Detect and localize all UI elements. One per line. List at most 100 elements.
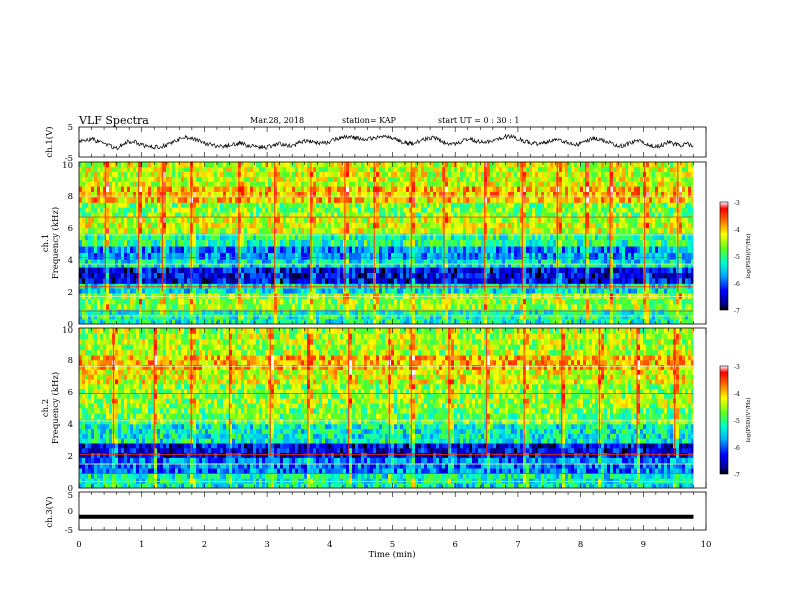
spectrogram-cell: [394, 278, 398, 284]
spectrogram-cell: [508, 304, 512, 310]
spectrogram-cell: [361, 309, 365, 315]
spectrogram-cell: [184, 166, 188, 173]
spectrogram-cell: [334, 181, 338, 187]
spectrogram-cell: [463, 197, 467, 203]
spectrogram-cell: [433, 171, 437, 177]
spectrogram-cell: [106, 288, 110, 294]
spectrogram-cell: [220, 181, 224, 187]
spectrogram-cell: [109, 239, 113, 247]
spectrogram-cell: [304, 319, 308, 325]
spectrogram-cell: [172, 298, 176, 305]
spectrogram-cell: [112, 207, 116, 213]
spectrogram-cell: [496, 222, 500, 229]
spectrogram-cell: [472, 319, 476, 325]
spectrogram-cell: [478, 176, 482, 182]
spectrogram-cell: [85, 176, 89, 182]
spectrogram-cell: [553, 288, 557, 294]
spectrogram-cell: [487, 283, 491, 289]
spectrogram-cell: [454, 186, 458, 192]
spectrogram-cell: [418, 233, 422, 241]
spectrogram-cell: [448, 202, 452, 208]
spectrogram-cell: [295, 202, 299, 208]
spectrogram-cell: [334, 227, 338, 234]
spectrogram-cell: [280, 319, 284, 325]
spectrogram-cell: [244, 319, 248, 325]
spectrogram-cell: [481, 272, 485, 279]
spectrogram-cell: [124, 298, 128, 305]
spectrogram-cell: [325, 217, 329, 223]
spectrogram-cell: [130, 166, 134, 173]
spectrogram-cell: [505, 288, 509, 294]
spectrogram-cell: [280, 246, 284, 254]
spectrogram-cell: [373, 298, 377, 305]
spectrogram-cell: [346, 259, 350, 264]
spectrogram-cell: [88, 212, 92, 218]
spectrogram-cell: [112, 263, 116, 268]
spectrogram-cell: [100, 197, 104, 203]
spectrogram-cell: [127, 227, 131, 234]
spectrogram-cell: [412, 181, 416, 187]
spectrogram-cell: [145, 202, 149, 208]
spectrogram-cell: [412, 309, 416, 315]
spectrogram-cell: [118, 166, 122, 173]
spectrogram-cell: [334, 272, 338, 279]
spectrogram-cell: [151, 278, 155, 284]
spectrogram-cell: [214, 263, 218, 268]
spectrogram-cell: [433, 162, 437, 168]
spectrogram-cell: [79, 263, 83, 268]
spectrogram-cell: [394, 207, 398, 213]
spectrogram-cell: [541, 272, 545, 279]
spectrogram-cell: [529, 278, 533, 284]
spectrogram-cell: [559, 217, 563, 223]
spectrogram-cell: [460, 263, 464, 268]
spectrogram-cell: [544, 222, 548, 229]
spectrogram-cell: [403, 197, 407, 203]
spectrogram-cell: [265, 283, 269, 289]
spectrogram-cell: [118, 246, 122, 254]
spectrogram-cell: [424, 278, 428, 284]
spectrogram-cell: [274, 298, 278, 305]
spectrogram-cell: [406, 217, 410, 223]
spectrogram-cell: [406, 171, 410, 177]
spectrogram-cell: [304, 309, 308, 315]
spectrogram-cell: [358, 246, 362, 254]
spectrogram-cell: [355, 227, 359, 234]
spectrogram-cell: [334, 246, 338, 254]
spectrogram-cell: [169, 162, 173, 168]
spectrogram-cell: [517, 259, 521, 264]
spectrogram-cell: [304, 162, 308, 168]
spectrogram-cell: [220, 319, 224, 325]
spectrogram-cell: [298, 162, 302, 168]
spectrogram-cell: [541, 298, 545, 305]
spectrogram-cell: [457, 171, 461, 177]
spectrogram-cell: [355, 162, 359, 168]
spectrogram-cell: [205, 233, 209, 241]
spectrogram-cell: [130, 176, 134, 182]
spectrogram-cell: [550, 233, 554, 241]
spectrogram-cell: [274, 233, 278, 241]
spectrogram-cell: [319, 217, 323, 223]
spectrogram-cell: [490, 263, 494, 268]
spectrogram-cell: [475, 233, 479, 241]
spectrogram-cell: [322, 319, 326, 325]
spectrogram-cell: [418, 283, 422, 289]
spectrogram-cell: [388, 197, 392, 203]
spectrogram-cell: [91, 319, 95, 325]
spectrogram-cell: [139, 278, 143, 284]
spectrogram-cell: [262, 278, 266, 284]
spectrogram-cell: [361, 259, 365, 264]
spectrogram-cell: [382, 222, 386, 229]
spectrogram-cell: [532, 217, 536, 223]
spectrogram-cell: [331, 259, 335, 264]
spectrogram-cell: [538, 319, 542, 325]
spectrogram-cell: [148, 298, 152, 305]
spectrogram-cell: [382, 314, 386, 320]
spectrogram-cell: [265, 181, 269, 187]
spectrogram-cell: [265, 202, 269, 208]
spectrogram-cell: [205, 298, 209, 305]
spectrogram-cell: [163, 272, 167, 279]
spectrogram-cell: [559, 267, 563, 273]
spectrogram-cell: [154, 259, 158, 264]
spectrogram-cell: [79, 298, 83, 305]
spectrogram-cell: [112, 227, 116, 234]
